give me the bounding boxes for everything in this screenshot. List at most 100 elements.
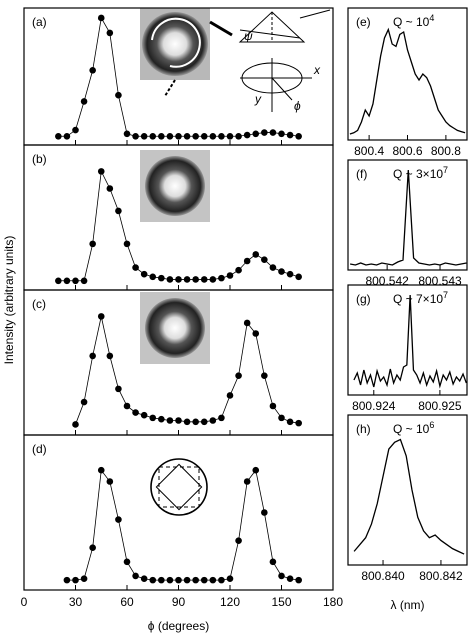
x-tick-label: 800.925	[418, 399, 462, 413]
data-point	[295, 576, 302, 584]
data-point	[209, 276, 217, 283]
data-point	[123, 402, 131, 410]
data-point	[63, 132, 71, 140]
data-point	[89, 352, 96, 360]
x-tick-label: 800.543	[418, 274, 462, 288]
data-point	[218, 132, 225, 140]
data-point	[183, 576, 191, 584]
q-exponent: 6	[429, 420, 434, 430]
data-point	[166, 417, 174, 424]
data-point	[183, 276, 191, 283]
data-point	[226, 132, 234, 140]
diagram-label: x	[313, 63, 321, 77]
data-point	[72, 126, 79, 134]
data-point	[149, 273, 157, 281]
data-point	[278, 130, 285, 138]
data-point	[72, 421, 79, 428]
x-tick-label: 800.924	[352, 399, 396, 413]
data-point	[192, 276, 199, 283]
data-point	[252, 330, 260, 337]
x-tick-label: 60	[120, 595, 134, 609]
panel-frame	[347, 284, 468, 396]
data-point	[269, 558, 277, 566]
panel-label: (a)	[32, 15, 47, 29]
photo-c-ring	[145, 298, 205, 358]
data-point	[269, 402, 277, 410]
data-point	[183, 418, 191, 426]
data-point	[166, 132, 174, 140]
data-point	[72, 277, 79, 285]
panel-label: (h)	[356, 422, 371, 436]
x-tick-label: 800.842	[419, 569, 463, 583]
data-point	[295, 132, 302, 140]
diagram-label: ϕ	[294, 99, 301, 113]
data-line	[349, 27, 466, 135]
data-point	[89, 544, 96, 552]
x-tick-label: 800.8	[431, 144, 461, 158]
panel-label: (b)	[32, 152, 47, 166]
diagram-label: y	[254, 92, 262, 106]
diagram-label: ψ	[244, 29, 253, 43]
x-tick-label: 30	[69, 595, 83, 609]
x-tick-label: 120	[220, 595, 240, 609]
data-point	[72, 576, 79, 584]
photo-a	[140, 8, 233, 97]
panel-label: (e)	[356, 15, 371, 29]
data-point	[149, 576, 157, 584]
data-point	[209, 417, 217, 424]
data-point	[295, 419, 302, 427]
data-point	[243, 131, 251, 139]
data-point	[218, 414, 225, 422]
q-annotation: Q ~ 106	[393, 420, 434, 436]
data-point	[106, 29, 114, 37]
q-exponent: 7	[443, 165, 448, 175]
data-point	[149, 132, 157, 140]
data-point	[80, 398, 88, 406]
x-tick-label: 800.840	[361, 569, 405, 583]
data-point	[115, 516, 122, 523]
data-point	[226, 575, 234, 583]
data-point	[286, 575, 294, 583]
q-exponent: 7	[443, 290, 448, 300]
q-text: Q ~ 3×10	[393, 167, 443, 181]
data-line	[66, 469, 299, 581]
q-annotation: Q ~ 3×107	[393, 165, 448, 181]
data-point	[278, 414, 285, 422]
data-point	[63, 576, 71, 584]
panel-frame	[347, 159, 468, 271]
data-point	[158, 132, 165, 140]
q-text: Q ~ 7×10	[393, 292, 443, 306]
data-point	[158, 274, 165, 282]
data-point	[140, 575, 148, 583]
data-point	[261, 509, 268, 516]
data-point	[80, 277, 88, 285]
data-point	[200, 418, 208, 426]
data-point	[132, 409, 139, 416]
q-exponent: 4	[429, 13, 434, 23]
data-line	[349, 169, 467, 266]
data-point	[235, 372, 242, 379]
data-point	[115, 207, 122, 215]
x-tick-label: 0	[21, 595, 28, 609]
q-annotation: Q ~ 7×107	[393, 290, 448, 306]
data-point	[80, 98, 88, 105]
data-point	[175, 132, 182, 140]
photo-b-ring	[145, 156, 205, 216]
y-axis-label: Intensity (arbitrary units)	[2, 236, 16, 365]
data-point	[149, 414, 157, 422]
data-point	[252, 130, 260, 138]
data-point	[269, 129, 277, 136]
data-line	[353, 294, 467, 389]
data-point	[166, 576, 174, 584]
data-point	[89, 240, 96, 248]
data-point	[200, 576, 208, 584]
data-point	[55, 132, 62, 140]
data-point	[123, 130, 131, 138]
x-tick-label: 800.6	[392, 144, 422, 158]
data-point	[175, 417, 182, 424]
data-point	[166, 276, 174, 283]
data-point	[192, 418, 199, 426]
data-point	[243, 478, 251, 485]
data-point	[252, 251, 260, 258]
data-point	[140, 270, 148, 278]
